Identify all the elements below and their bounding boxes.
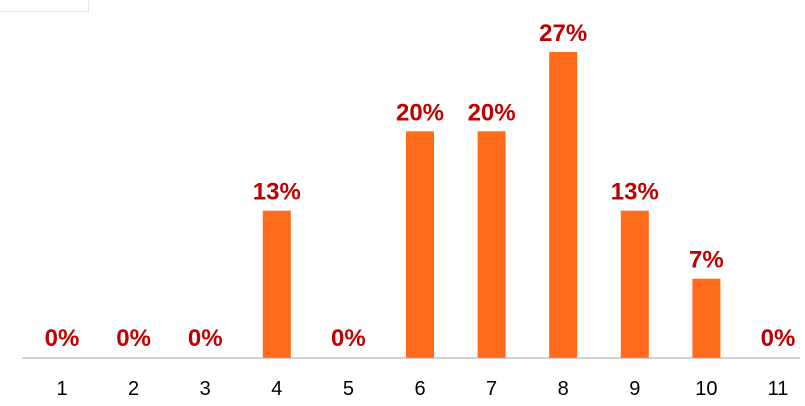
data-label-1: 0% — [45, 325, 80, 352]
x-tick-label-8: 8 — [558, 378, 569, 400]
data-label-7: 20% — [468, 99, 516, 126]
data-label-2: 0% — [116, 325, 151, 352]
x-tick-label-3: 3 — [200, 378, 211, 400]
x-tick-label-4: 4 — [271, 378, 282, 400]
bar-7 — [477, 131, 506, 358]
bar-6 — [406, 131, 434, 358]
data-label-3: 0% — [188, 325, 223, 352]
x-tick-label-2: 2 — [128, 378, 139, 400]
data-label-11: 0% — [761, 325, 796, 352]
bar-9 — [620, 210, 649, 358]
x-tick-label-11: 11 — [768, 378, 789, 400]
x-tick-group: 1 2 3 4 5 6 7 8 9 10 11 — [56, 378, 788, 400]
data-label-group: 0% 0% 0% 13% 0% 20% 20% 27% 13% 7% 0% — [45, 20, 796, 352]
data-label-5: 0% — [331, 325, 366, 352]
x-tick-label-9: 9 — [629, 378, 640, 400]
bar-10 — [692, 278, 721, 358]
bar-4 — [262, 210, 291, 358]
data-label-10: 7% — [689, 247, 724, 274]
x-tick-label-7: 7 — [486, 378, 497, 400]
corner-frame — [0, 0, 89, 12]
x-tick-label-6: 6 — [414, 378, 425, 400]
bar-group — [262, 52, 721, 358]
data-label-4: 13% — [253, 179, 301, 206]
x-tick-label-10: 10 — [695, 378, 717, 400]
x-tick-label-1: 1 — [56, 378, 67, 400]
x-tick-label-5: 5 — [343, 378, 354, 400]
data-label-8: 27% — [539, 20, 587, 47]
bar-8 — [549, 52, 578, 358]
data-label-6: 20% — [396, 99, 444, 126]
data-label-9: 13% — [611, 179, 659, 206]
